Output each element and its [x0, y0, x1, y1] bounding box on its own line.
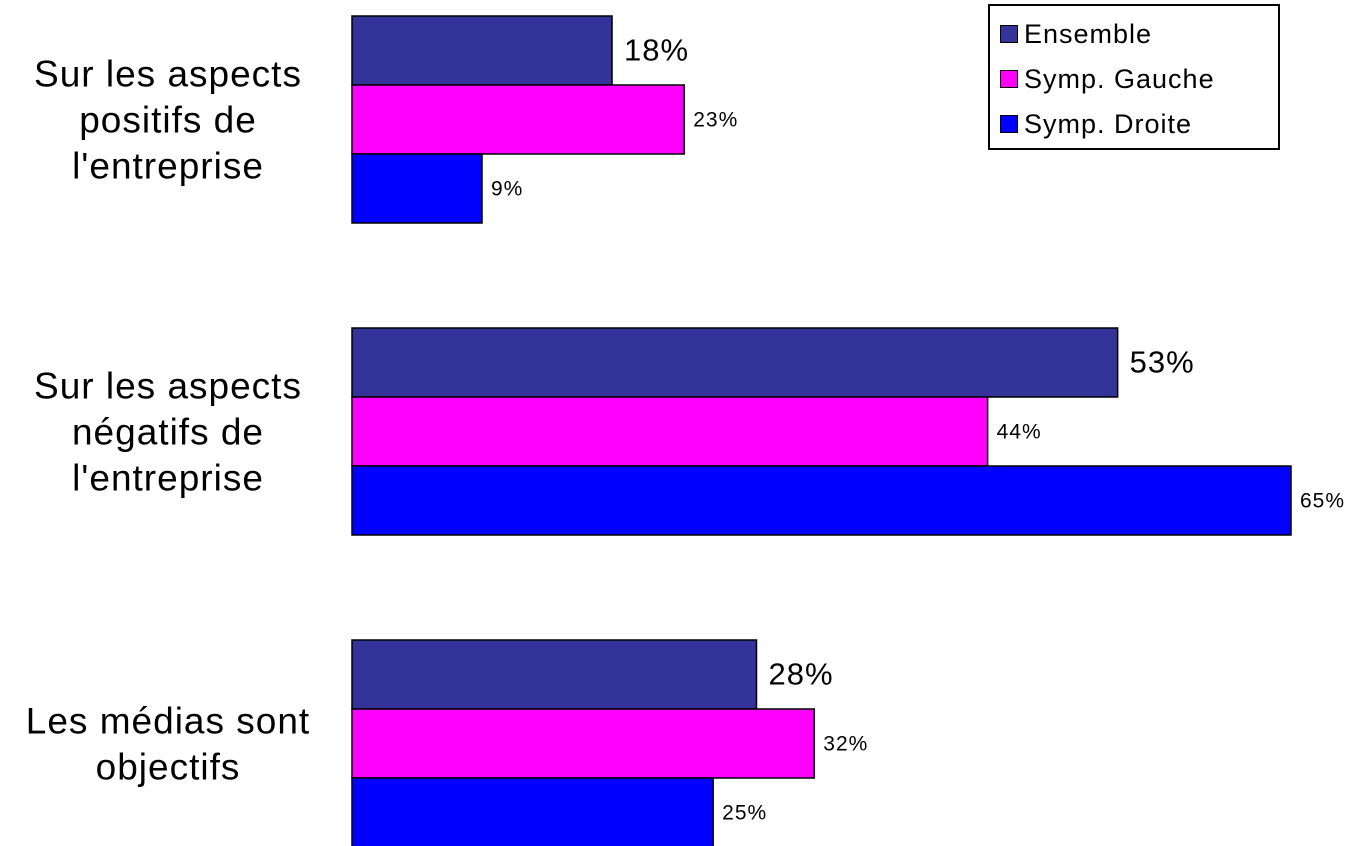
legend-swatch-symp-droite [1000, 115, 1018, 133]
legend-swatch-symp-gauche [1000, 70, 1018, 88]
category-label-1: Sur les aspects positifs de l'entreprise [34, 54, 302, 187]
bar-symp-droite-3 [351, 777, 714, 846]
bars [351, 15, 1292, 846]
bar-symp-droite-1 [351, 153, 483, 224]
bar-ensemble-3 [351, 639, 758, 710]
legend-item-symp-droite: Symp. Droite [1000, 109, 1192, 139]
value-label-ensemble-1: 18% [624, 33, 689, 68]
category-label-3: Les médias sont objectifs [26, 701, 310, 788]
value-label-symp-droite-2: 65% [1300, 490, 1345, 513]
value-label-ensemble-2: 53% [1130, 345, 1195, 380]
category-label-line: positifs de [79, 100, 257, 141]
category-label-line: objectifs [96, 747, 241, 788]
legend-item-ensemble: Ensemble [1000, 19, 1152, 49]
category-label-line: négatifs de [72, 412, 264, 453]
legend: Ensemble Symp. Gauche Symp. Droite [988, 4, 1280, 150]
legend-label-symp-droite: Symp. Droite [1024, 108, 1193, 139]
value-label-symp-droite-1: 9% [491, 178, 523, 201]
bar-ensemble-2 [351, 327, 1119, 398]
value-label-symp-gauche-1: 23% [693, 109, 738, 132]
legend-item-symp-gauche: Symp. Gauche [1000, 64, 1215, 94]
category-labels: Sur les aspects positifs de l'entrepriseSu… [26, 54, 310, 788]
legend-label-symp-gauche: Symp. Gauche [1024, 63, 1215, 94]
legend-swatch-ensemble [1000, 25, 1018, 43]
category-label-line: l'entreprise [72, 146, 264, 187]
value-label-symp-droite-3: 25% [722, 802, 767, 825]
category-label-line: Sur les aspects [34, 54, 302, 95]
category-label-line: Sur les aspects [34, 366, 302, 407]
bar-symp-gauche-2 [351, 396, 989, 467]
category-label-2: Sur les aspects négatifs de l'entreprise [34, 366, 302, 499]
value-labels: 18% 23% 9% 53% 44% 65% 28% 32% 25% [491, 33, 1345, 825]
bar-ensemble-1 [351, 15, 613, 86]
value-label-symp-gauche-3: 32% [823, 733, 868, 756]
bar-symp-gauche-3 [351, 708, 816, 779]
bar-symp-gauche-1 [351, 84, 686, 155]
value-label-ensemble-3: 28% [768, 657, 833, 692]
legend-label-ensemble: Ensemble [1024, 18, 1153, 49]
category-label-line: Les médias sont [26, 701, 310, 742]
bar-symp-droite-2 [351, 465, 1292, 536]
value-label-symp-gauche-2: 44% [997, 421, 1042, 444]
category-label-line: l'entreprise [72, 458, 264, 499]
